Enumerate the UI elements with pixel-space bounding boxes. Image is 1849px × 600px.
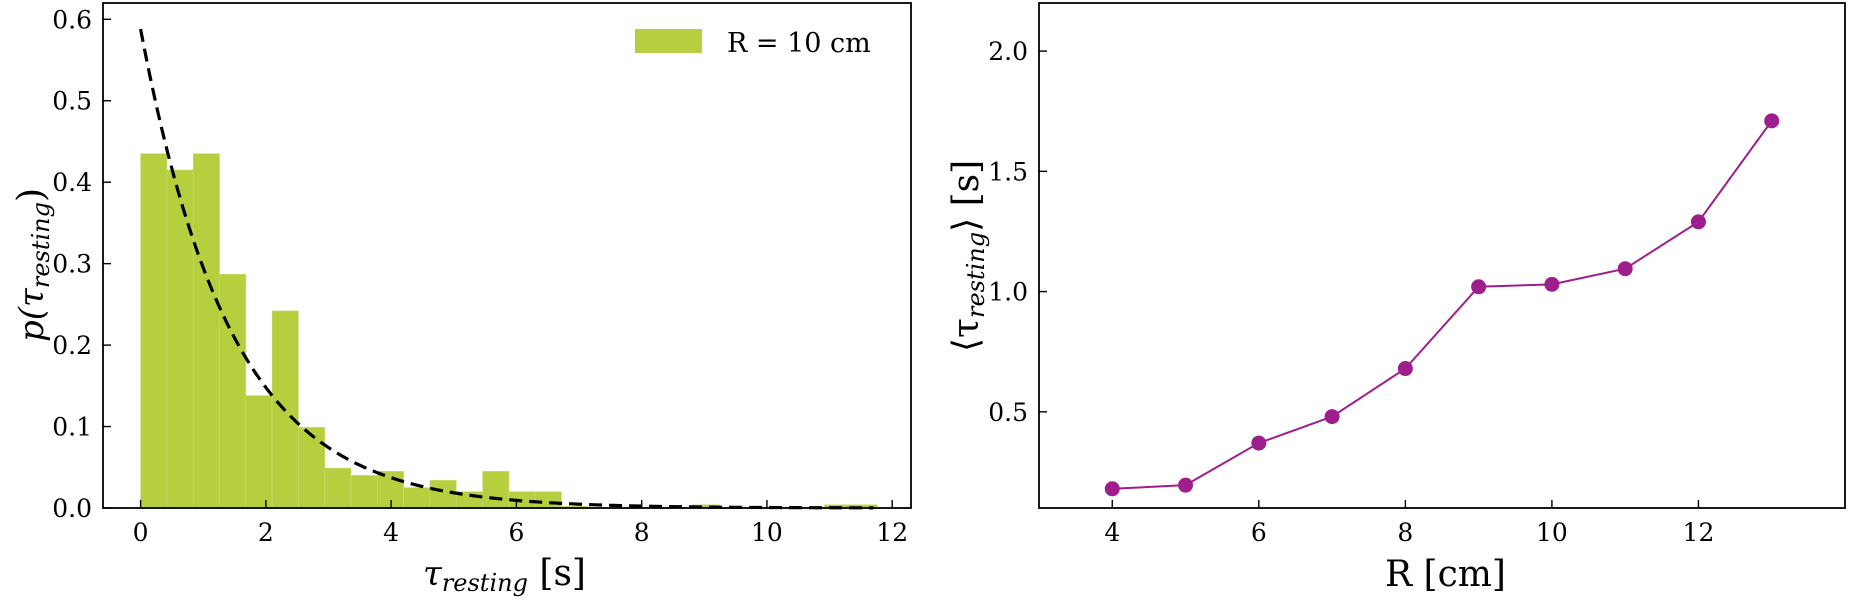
legend-label: R = 10 cm (727, 28, 871, 59)
histogram-frame (102, 2, 912, 509)
histogram-bar (482, 471, 510, 509)
y-tick-label: 0.3 (52, 250, 92, 279)
x-tick-label: 10 (1536, 518, 1568, 547)
mean-resting-points (1104, 113, 1780, 497)
data-point (1251, 435, 1267, 451)
line-frame (1038, 2, 1846, 509)
histogram-bar (166, 169, 194, 509)
legend: R = 10 cm (635, 28, 871, 59)
data-point (1617, 261, 1633, 277)
line-y-label: ⟨τresting⟩ [s] (946, 160, 990, 352)
line-panel: 4 6 8 10 12 0.5 1.0 1.5 2.0 R [cm] ⟨τresting⟩ [s… (946, 2, 1846, 595)
histogram-bar (534, 491, 562, 509)
x-tick-label: 8 (1397, 518, 1413, 547)
histogram-bar (140, 153, 168, 509)
data-point (1324, 409, 1340, 425)
y-tick-label: 0.4 (52, 168, 92, 197)
histogram-y-label: p(τresting) (11, 188, 55, 342)
histogram-bars (140, 153, 878, 509)
histogram-x-label: τresting [s] (423, 553, 586, 597)
x-tick-label: 0 (133, 518, 149, 547)
y-tick-label: 0.0 (52, 494, 92, 523)
histogram-bar (350, 475, 378, 509)
x-tick-label: 8 (634, 518, 650, 547)
y-tick-label: 0.5 (52, 87, 92, 116)
y-tick-label: 0.5 (988, 398, 1028, 427)
data-point (1764, 113, 1780, 129)
y-tick-label: 2.0 (988, 37, 1028, 66)
legend-swatch (635, 29, 702, 53)
x-tick-label: 4 (383, 518, 399, 547)
data-point (1690, 214, 1706, 230)
histogram-bar (324, 467, 352, 509)
data-point (1178, 477, 1194, 493)
x-tick-label: 6 (508, 518, 524, 547)
y-tick-label: 0.1 (52, 413, 92, 442)
histogram-ticks: 0 2 4 6 8 10 12 0.0 0.1 0.2 0.3 0.4 0.5 0.6 (52, 5, 908, 547)
line-ticks: 4 6 8 10 12 0.5 1.0 1.5 2.0 (988, 37, 1714, 547)
data-point (1397, 361, 1413, 377)
data-point (1104, 481, 1120, 497)
y-tick-label: 0.2 (52, 331, 92, 360)
histogram-bar (192, 153, 220, 509)
data-point (1471, 279, 1487, 295)
histogram-bar (403, 487, 431, 509)
y-tick-label: 1.5 (988, 157, 1028, 186)
x-tick-label: 10 (751, 518, 783, 547)
line-x-label: R [cm] (1385, 554, 1506, 595)
histogram-bar (219, 273, 247, 509)
x-tick-label: 6 (1251, 518, 1267, 547)
x-tick-label: 12 (1683, 518, 1715, 547)
y-tick-label: 1.0 (988, 278, 1028, 307)
histogram-panel: 0 2 4 6 8 10 12 0.0 0.1 0.2 0.3 0.4 0.5 0.6 R = 10 cm… (11, 2, 912, 597)
data-point (1544, 276, 1560, 292)
mean-resting-line (1112, 120, 1773, 490)
x-tick-label: 2 (258, 518, 274, 547)
x-tick-label: 12 (876, 518, 908, 547)
y-tick-label: 0.6 (52, 5, 92, 34)
histogram-bar (298, 427, 326, 509)
x-tick-label: 4 (1104, 518, 1120, 547)
histogram-bar (245, 395, 273, 509)
